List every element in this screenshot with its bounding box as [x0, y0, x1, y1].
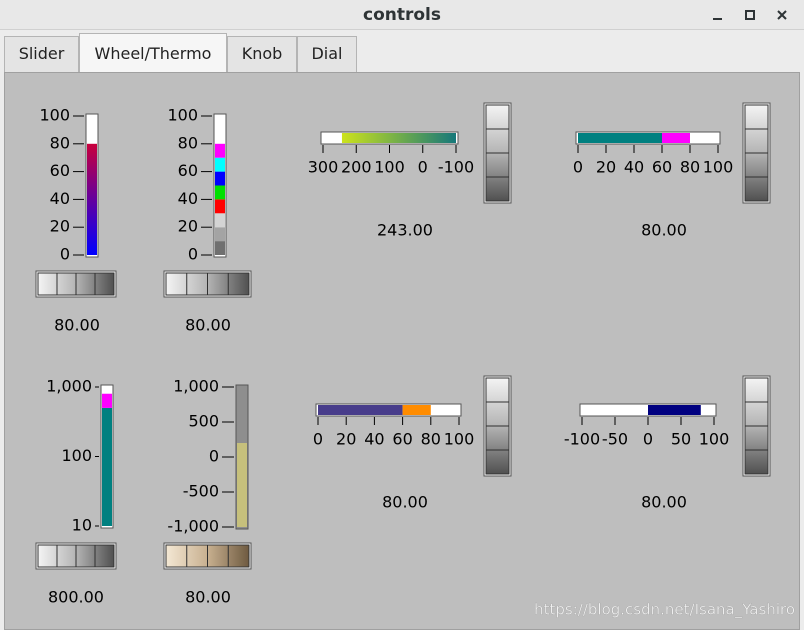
tick-label: 100: [167, 106, 198, 125]
tab[interactable]: Dial: [297, 36, 357, 72]
readout: 80.00: [54, 316, 100, 335]
tick-label: 20: [336, 430, 356, 449]
tick-label: -500: [183, 482, 219, 501]
thermo-fill: [215, 143, 225, 158]
readout: 80.00: [641, 493, 687, 512]
tick-label: 0: [188, 245, 198, 264]
tick-label: 20: [596, 158, 616, 177]
window-title: controls: [363, 5, 441, 25]
tick-label: 0: [643, 430, 653, 449]
thermometer: 300 200 100 0 -100 243.00: [308, 131, 474, 240]
thermo-fill: [648, 405, 701, 415]
readout: 80.00: [641, 221, 687, 240]
tick-label: 40: [364, 430, 384, 449]
readout: 243.00: [377, 221, 433, 240]
tick-label: -100: [438, 158, 474, 177]
title-bar: controls: [0, 0, 804, 30]
tick-label: 300: [308, 158, 339, 177]
tick-label: 80: [50, 133, 70, 152]
tick-label: 0: [60, 245, 70, 264]
tick-label: 0: [573, 158, 583, 177]
tick-label: 60: [392, 430, 412, 449]
tick-label: 80: [421, 430, 441, 449]
tick-label: 500: [188, 412, 219, 431]
thermometer: 0 20 40 60 80 100 80.00: [39, 106, 99, 335]
maximize-button[interactable]: [745, 10, 755, 20]
readout: 80.00: [185, 316, 231, 335]
tick-label: 60: [652, 158, 672, 177]
thermo-fill: [215, 199, 225, 214]
tick-label: 100: [699, 430, 730, 449]
tick-label: 0: [209, 447, 219, 466]
tick-label: 100: [703, 158, 734, 177]
thermo-fill: [215, 185, 225, 200]
thermo-fill: [318, 405, 403, 415]
thermo-fill: [662, 133, 690, 143]
tick-label: 60: [178, 161, 198, 180]
watermark: https://blog.csdn.net/Isana_Yashiro: [534, 601, 795, 620]
wheel[interactable]: [163, 270, 252, 298]
thermometer: -1,000 -500 0 500 1,000 80.00: [167, 377, 249, 607]
tick-label: 100: [444, 430, 475, 449]
wheel[interactable]: [163, 542, 252, 570]
window-buttons: [713, 10, 787, 20]
wheel[interactable]: [483, 102, 512, 204]
thermometer: 10 100 1,000 800.00: [46, 377, 114, 607]
thermo-fill: [578, 133, 662, 143]
tick-label: 1,000: [46, 377, 92, 396]
tick-label: 60: [50, 161, 70, 180]
tick-label: 20: [50, 217, 70, 236]
tick-label: -100: [564, 430, 600, 449]
wheel[interactable]: [742, 102, 771, 204]
tick-label: 100: [61, 446, 92, 465]
tick-label: 200: [341, 158, 372, 177]
wheel[interactable]: [483, 375, 512, 477]
wheel[interactable]: [35, 270, 117, 298]
thermo-fill: [215, 171, 225, 186]
tab-panel: [4, 72, 800, 630]
thermo-fill: [215, 157, 225, 172]
tick-label: 40: [178, 189, 198, 208]
tick-label: 40: [624, 158, 644, 177]
tick-label: 100: [374, 158, 405, 177]
readout: 80.00: [185, 588, 231, 607]
tick-label: 1,000: [173, 377, 219, 396]
tab[interactable]: Wheel/Thermo: [79, 33, 227, 73]
readout: 800.00: [48, 588, 104, 607]
thermo-fill: [102, 407, 112, 526]
close-button[interactable]: [777, 10, 787, 20]
wheel[interactable]: [35, 542, 117, 570]
thermo-fill: [341, 133, 456, 143]
tick-label: 10: [72, 516, 92, 535]
thermo-fill: [215, 213, 225, 228]
tick-label: -50: [602, 430, 628, 449]
tick-label: 0: [418, 158, 428, 177]
tab[interactable]: Slider: [4, 36, 79, 72]
tick-label: 0: [313, 430, 323, 449]
thermo-fill: [215, 241, 225, 255]
thermometer: 0 20 40 60 80 100 80.00: [167, 106, 230, 335]
thermo-fill: [402, 405, 431, 415]
thermo-fill: [215, 227, 225, 242]
tick-label: 100: [39, 106, 70, 125]
thermometer: -100 -50 0 50 100 80.00: [564, 403, 730, 512]
tick-label: 50: [671, 430, 691, 449]
thermo-fill: [237, 443, 247, 527]
tick-label: 40: [50, 189, 70, 208]
wheel[interactable]: [742, 375, 771, 477]
tab[interactable]: Knob: [227, 36, 297, 72]
readout: 80.00: [382, 493, 428, 512]
tick-label: 80: [680, 158, 700, 177]
tick-label: 80: [178, 133, 198, 152]
thermo-fill: [102, 393, 112, 408]
thermo-fill: [87, 143, 97, 255]
tick-label: 20: [178, 217, 198, 236]
tick-label: -1,000: [167, 517, 219, 536]
